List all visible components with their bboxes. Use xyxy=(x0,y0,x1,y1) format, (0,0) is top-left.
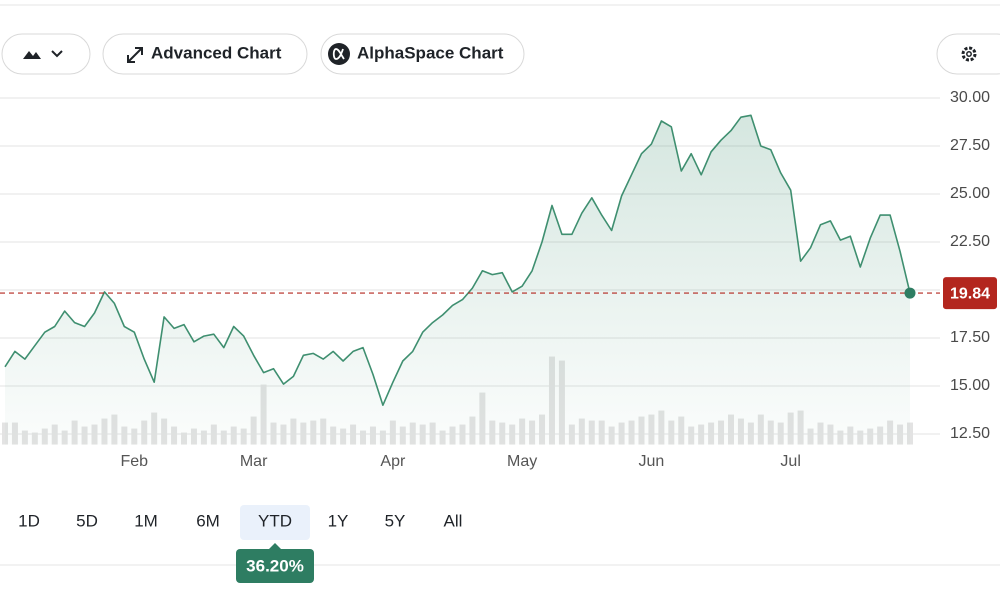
range-button[interactable]: 1M xyxy=(134,511,158,530)
alpha-glyph xyxy=(332,48,345,60)
alpha-icon xyxy=(328,43,350,65)
last-point xyxy=(904,287,916,299)
range-label: All xyxy=(444,511,463,530)
y-tick-label: 22.50 xyxy=(950,233,990,250)
range-button[interactable]: All xyxy=(444,511,463,530)
range-button[interactable]: 1Y xyxy=(328,511,349,530)
gear-icon xyxy=(961,46,977,62)
y-tick-label: 25.00 xyxy=(950,185,990,202)
range-label: 1Y xyxy=(328,511,349,530)
button-label: Advanced Chart xyxy=(151,43,282,62)
mountain-icon xyxy=(23,51,41,59)
change-badge xyxy=(236,549,314,583)
x-tick-label: Jul xyxy=(780,453,800,470)
x-tick-label: Feb xyxy=(120,453,148,470)
range-label: 5D xyxy=(76,511,98,530)
range-button[interactable]: 1D xyxy=(18,511,40,530)
expand-icon xyxy=(127,47,143,63)
y-tick-label: 12.50 xyxy=(950,425,990,442)
alphaspace-chart-button[interactable]: AlphaSpace Chart xyxy=(320,33,525,75)
range-label: 6M xyxy=(196,511,220,530)
range-highlight xyxy=(240,505,310,540)
chart-type-button[interactable] xyxy=(1,33,91,75)
price-line xyxy=(4,114,911,406)
x-tick-label: Apr xyxy=(380,453,406,470)
change-pointer xyxy=(268,543,282,550)
last-value-label: 19.84 xyxy=(950,285,990,302)
range-button[interactable]: 5Y xyxy=(385,511,406,530)
range-selector: 1D 5D 1M 6M YTD 36.20% 1Y 5Y All xyxy=(18,505,462,583)
x-tick-label: May xyxy=(507,453,537,470)
last-value-badge xyxy=(943,277,997,310)
gear-hole xyxy=(966,51,972,57)
advanced-chart-button[interactable]: Advanced Chart xyxy=(102,33,308,75)
range-button[interactable]: 6M xyxy=(196,511,220,530)
price-area xyxy=(5,115,910,445)
range-button[interactable]: 5D xyxy=(76,511,98,530)
plot-area: 12.5015.0017.5020.0022.5025.0027.5030.00… xyxy=(0,89,997,470)
range-button[interactable]: YTD 36.20% xyxy=(236,505,314,583)
y-tick-label: 17.50 xyxy=(950,329,990,346)
settings-button[interactable] xyxy=(936,33,1000,75)
button-label: AlphaSpace Chart xyxy=(357,43,504,62)
range-label: 1D xyxy=(18,511,40,530)
y-tick-label: 15.00 xyxy=(950,377,990,394)
x-tick-label: Jun xyxy=(639,453,665,470)
y-tick-label: 27.50 xyxy=(950,137,990,154)
range-label: YTD xyxy=(258,511,292,530)
range-label: 1M xyxy=(134,511,158,530)
range-label: 5Y xyxy=(385,511,406,530)
change-label: 36.20% xyxy=(246,556,304,575)
chevron-icon xyxy=(51,50,63,58)
x-tick-label: Mar xyxy=(240,453,268,470)
y-tick-label: 30.00 xyxy=(950,89,990,106)
